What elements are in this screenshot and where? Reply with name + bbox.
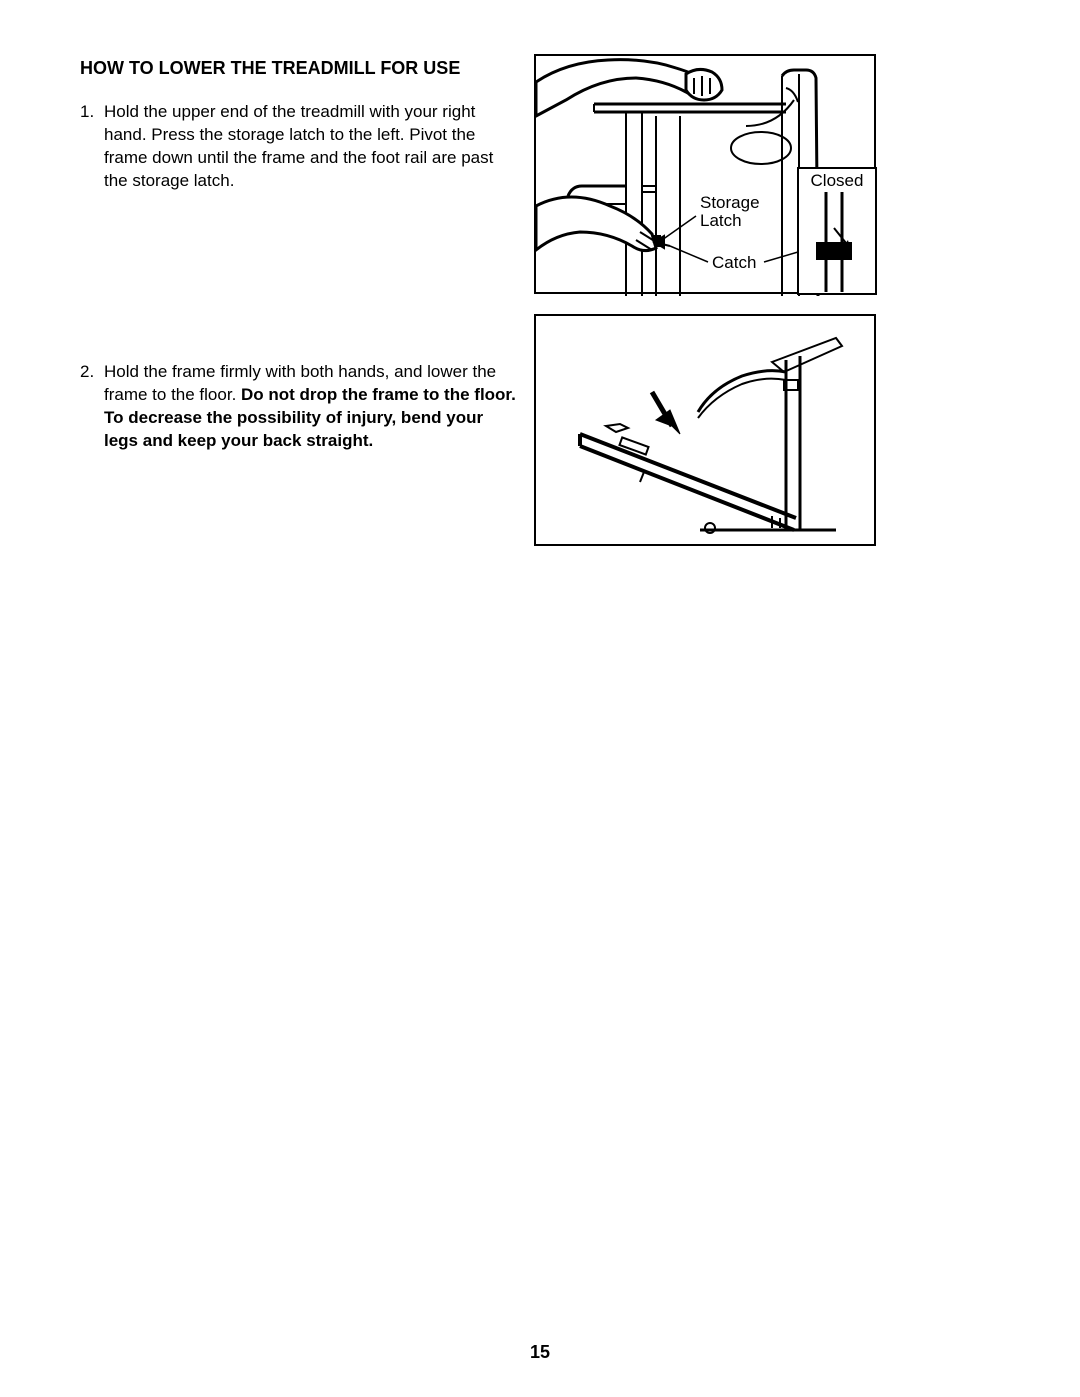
step-number: 2.: [80, 361, 104, 384]
figure-1: Closed Storage Latch Catch: [534, 54, 876, 294]
label-latch: Latch: [700, 211, 742, 230]
step-text: Hold the frame firmly with both hands, a…: [104, 361, 520, 453]
figure-1-svg: Closed Storage Latch Catch: [536, 56, 878, 296]
step-number: 1.: [80, 101, 104, 124]
manual-page: HOW TO LOWER THE TREADMILL FOR USE 1. Ho…: [0, 0, 1080, 1397]
step-2: 2. Hold the frame firmly with both hands…: [80, 361, 520, 453]
figure-2: [534, 314, 876, 546]
step-1: 1. Hold the upper end of the treadmill w…: [80, 101, 520, 193]
figure-2-svg: [536, 316, 878, 548]
step-text: Hold the upper end of the treadmill with…: [104, 101, 520, 193]
page-number: 15: [0, 1342, 1080, 1363]
label-catch: Catch: [712, 253, 756, 272]
label-closed: Closed: [811, 171, 864, 190]
step-plain-text: Hold the upper end of the treadmill with…: [104, 102, 493, 190]
label-storage: Storage: [700, 193, 760, 212]
